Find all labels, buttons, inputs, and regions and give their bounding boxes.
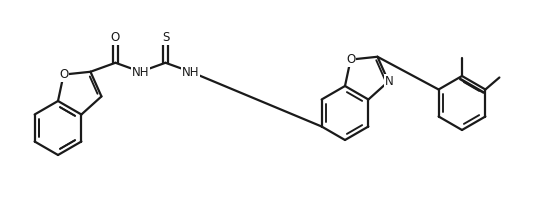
Text: N: N [385,75,394,88]
Text: NH: NH [132,66,149,79]
Text: S: S [162,31,169,44]
Text: O: O [111,31,120,44]
Text: NH: NH [182,66,199,79]
Text: O: O [346,53,355,66]
Text: O: O [59,68,68,81]
